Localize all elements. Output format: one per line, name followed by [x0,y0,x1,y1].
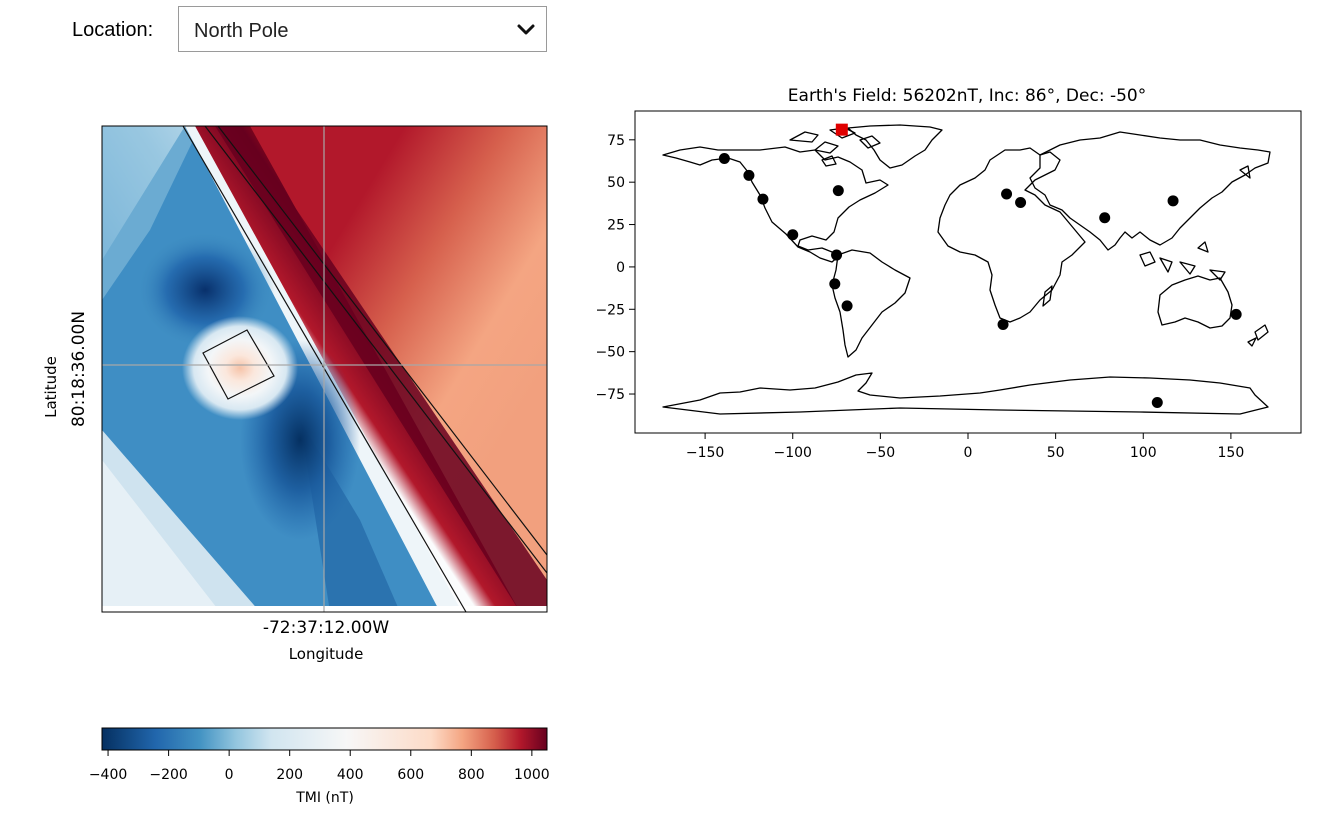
colorbar: −400 −200 0 200 400 600 800 1000 TMI (nT) [89,727,550,806]
location-point[interactable] [743,169,755,181]
y-axis-ticks: 75 50 25 0 −25 −50 −75 [595,133,635,403]
x-tick-label: 50 [1047,445,1065,461]
location-label: Location: [72,19,154,41]
y-tick-label: 50 [607,175,625,191]
x-tick-label: −100 [774,445,812,461]
asia-outline [1029,131,1271,251]
anomaly-map [101,125,548,613]
location-point[interactable] [718,152,730,164]
arctic-islands-outline [789,127,881,167]
y-tick-label: 75 [607,133,625,149]
location-point[interactable] [1001,188,1013,200]
north-america-outline [662,146,889,263]
colorbar-ticks: −400 −200 0 200 400 600 800 1000 [89,750,550,783]
colorbar-tick-label: −400 [89,767,127,783]
greenland-outline [847,124,943,169]
australia-outline [1157,275,1233,329]
colorbar-label: TMI (nT) [295,790,354,806]
madagascar-outline [1042,285,1053,307]
colorbar-tick-label: −200 [149,767,187,783]
latitude-label: Latitude [42,356,60,418]
x-tick-label: −50 [866,445,896,461]
y-tick-label: −25 [595,302,625,318]
colorbar-tick-label: 1000 [514,767,550,783]
scatter-points [718,123,1242,408]
location-point[interactable] [787,229,799,241]
y-tick-label: 0 [616,260,625,276]
colorbar-tick-label: 800 [458,767,485,783]
x-tick-label: −150 [686,445,724,461]
colorbar-tick-label: 600 [397,767,424,783]
plot-frame [634,110,1302,434]
location-point[interactable] [831,249,843,261]
antarctica-outline [662,372,1269,415]
location-point[interactable] [1015,197,1027,209]
location-point[interactable] [1167,195,1179,207]
latitude-value: 80:18:36.00N [69,311,89,427]
body-outline-square [202,329,275,400]
location-point[interactable] [1151,396,1163,408]
y-tick-label: 25 [607,218,625,234]
colorbar-tick-label: 200 [276,767,303,783]
chart-title: Earth's Field: 56202nT, Inc: 86°, Dec: -… [788,86,1146,106]
y-tick-label: −75 [595,387,625,403]
world-map-chart: −150 −100 −50 0 50 100 150 75 50 25 0 −25 −50 −75 [595,110,1302,461]
colorbar-tick-label: 400 [337,767,364,783]
x-tick-label: 100 [1130,445,1157,461]
map-frame [101,125,548,613]
continent-outlines [662,124,1271,415]
x-tick-label: 0 [964,445,973,461]
location-point[interactable] [1099,212,1111,224]
colorbar-gradient [101,727,548,751]
dyke-contact-line [217,125,548,556]
location-point[interactable] [997,319,1009,331]
location-selected-value: North Pole [194,20,289,42]
colorbar-tick-label: 0 [225,767,234,783]
chevron-down-icon [517,24,535,35]
y-tick-label: −50 [595,345,625,361]
location-point[interactable] [829,278,841,290]
location-dropdown[interactable]: North Pole [178,6,547,52]
longitude-value: -72:37:12.00W [263,618,390,638]
dyke-contact-line [204,125,548,574]
x-tick-label: 150 [1218,445,1245,461]
southeast-asia-islands-outline [1139,165,1251,281]
longitude-label: Longitude [289,645,364,663]
selected-location-marker [835,123,848,136]
location-point[interactable] [757,193,769,205]
location-point[interactable] [1230,308,1242,320]
new-zealand-outline [1247,324,1269,347]
x-axis-ticks: −150 −100 −50 0 50 100 150 [686,433,1244,461]
location-point[interactable] [832,185,844,197]
location-point[interactable] [841,300,853,312]
south-america-outline [831,249,911,358]
europe-africa-outline [937,147,1086,323]
